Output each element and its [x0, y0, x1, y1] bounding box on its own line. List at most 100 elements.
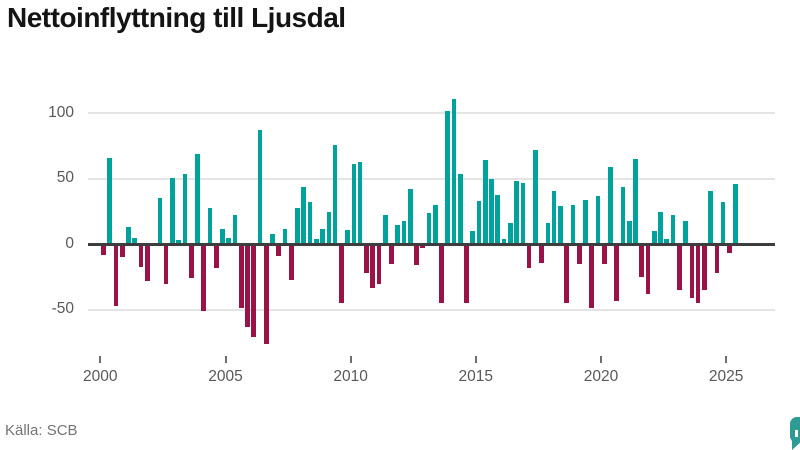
- bar-2012Q3: [414, 245, 419, 266]
- bar-2005Q3: [238, 245, 244, 309]
- bar-2006Q4: [270, 233, 275, 243]
- bar-2024Q2: [708, 190, 713, 243]
- bar-2002Q3: [163, 245, 169, 284]
- y-axis-label: -50: [51, 300, 74, 318]
- bar-2007Q1: [276, 245, 282, 257]
- bar-2004Q4: [220, 228, 225, 243]
- bar-2020Q3: [614, 245, 620, 301]
- bar-2003Q4: [195, 153, 200, 243]
- bar-2010Q3: [364, 245, 369, 274]
- bar-2018Q1: [551, 190, 557, 243]
- y-axis-label: 0: [65, 234, 74, 252]
- bar-2018Q2: [558, 206, 563, 243]
- x-axis-label: 2025: [708, 368, 744, 385]
- bar-2006Q2: [257, 130, 263, 243]
- bar-2022Q1: [651, 231, 657, 243]
- bar-2021Q3: [639, 245, 645, 278]
- bar-2016Q2: [508, 223, 513, 243]
- logo-badge: [790, 417, 800, 443]
- bar-2010Q1: [351, 164, 357, 243]
- bar-2004Q3: [213, 245, 219, 268]
- bar-2009Q2: [332, 144, 338, 243]
- bar-2017Q4: [545, 223, 551, 243]
- bar-2020Q4: [620, 186, 626, 243]
- bar-2021Q2: [633, 159, 638, 243]
- x-axis-label: 2000: [83, 368, 118, 385]
- bar-chart-icon: [795, 430, 798, 437]
- x-axis-label: 2005: [208, 368, 243, 385]
- x-axis-label: 2020: [583, 368, 619, 385]
- bar-2019Q2: [583, 199, 588, 243]
- x-tick-2000: [99, 356, 102, 363]
- bar-2008Q1: [301, 186, 307, 243]
- bar-2006Q1: [251, 245, 257, 338]
- bar-2008Q3: [313, 239, 319, 243]
- bar-2020Q2: [608, 167, 613, 243]
- bar-2016Q1: [501, 239, 507, 243]
- bar-2011Q3: [389, 245, 394, 264]
- bar-2025Q2: [733, 184, 738, 243]
- bar-2015Q2: [482, 160, 488, 243]
- bar-2011Q4: [395, 224, 401, 243]
- bar-2023Q3: [689, 245, 695, 298]
- bar-2001Q4: [145, 245, 150, 281]
- gridline-y100: [88, 112, 775, 115]
- bar-2016Q3: [514, 181, 519, 243]
- gridline-y50: [88, 177, 775, 180]
- x-tick-2015: [474, 356, 477, 363]
- bar-2005Q1: [226, 237, 232, 243]
- bar-2012Q4: [420, 245, 426, 249]
- bar-2012Q1: [401, 220, 407, 243]
- zero-axis-line: [88, 243, 775, 246]
- x-tick-2005: [224, 356, 227, 363]
- source-label: Källa: SCB: [5, 422, 78, 439]
- bar-2000Q3: [113, 245, 119, 306]
- bar-2015Q3: [489, 178, 494, 243]
- bar-2003Q3: [188, 245, 194, 279]
- bar-2000Q4: [119, 245, 125, 258]
- bar-2010Q2: [357, 161, 363, 243]
- bar-2003Q2: [182, 173, 188, 243]
- bar-2002Q2: [157, 198, 163, 243]
- bar-2022Q3: [664, 239, 670, 243]
- bar-2008Q4: [320, 228, 325, 243]
- bar-2012Q2: [407, 189, 413, 243]
- bar-2017Q3: [539, 245, 544, 263]
- bar-2013Q3: [439, 245, 444, 304]
- bar-2019Q3: [589, 245, 595, 309]
- bar-2006Q3: [263, 245, 269, 344]
- x-tick-2025: [725, 356, 728, 363]
- bar-2022Q4: [670, 215, 676, 243]
- bar-2016Q4: [520, 182, 526, 243]
- bar-2013Q1: [426, 212, 432, 243]
- bar-2003Q1: [176, 240, 181, 243]
- bar-2023Q4: [695, 245, 701, 304]
- bar-2019Q4: [595, 195, 601, 243]
- bar-2007Q2: [282, 228, 288, 243]
- x-axis-label: 2015: [458, 368, 494, 385]
- bar-2021Q1: [626, 220, 632, 243]
- bar-2005Q2: [232, 215, 238, 243]
- y-axis-label: 100: [48, 103, 74, 121]
- bar-2014Q1: [451, 98, 457, 243]
- bar-2007Q4: [295, 207, 300, 243]
- bar-2018Q4: [570, 205, 576, 243]
- bar-2011Q2: [382, 215, 388, 243]
- bar-2004Q1: [201, 245, 207, 312]
- bar-2024Q4: [720, 202, 726, 243]
- bar-2023Q2: [683, 220, 688, 243]
- bar-2008Q2: [307, 202, 313, 243]
- bar-2024Q3: [714, 245, 720, 274]
- bar-2001Q1: [126, 227, 131, 243]
- y-axis-label: 50: [56, 169, 74, 187]
- bar-2002Q4: [170, 177, 175, 243]
- bar-2014Q2: [457, 173, 463, 243]
- logo-badge-tail: [792, 441, 800, 450]
- bar-2014Q3: [464, 245, 469, 304]
- bar-2001Q3: [138, 245, 144, 267]
- bar-2000Q1: [101, 245, 106, 255]
- bar-2017Q2: [533, 149, 538, 243]
- bar-2020Q1: [601, 245, 607, 264]
- bar-2014Q4: [470, 231, 476, 243]
- bar-2015Q4: [495, 194, 501, 243]
